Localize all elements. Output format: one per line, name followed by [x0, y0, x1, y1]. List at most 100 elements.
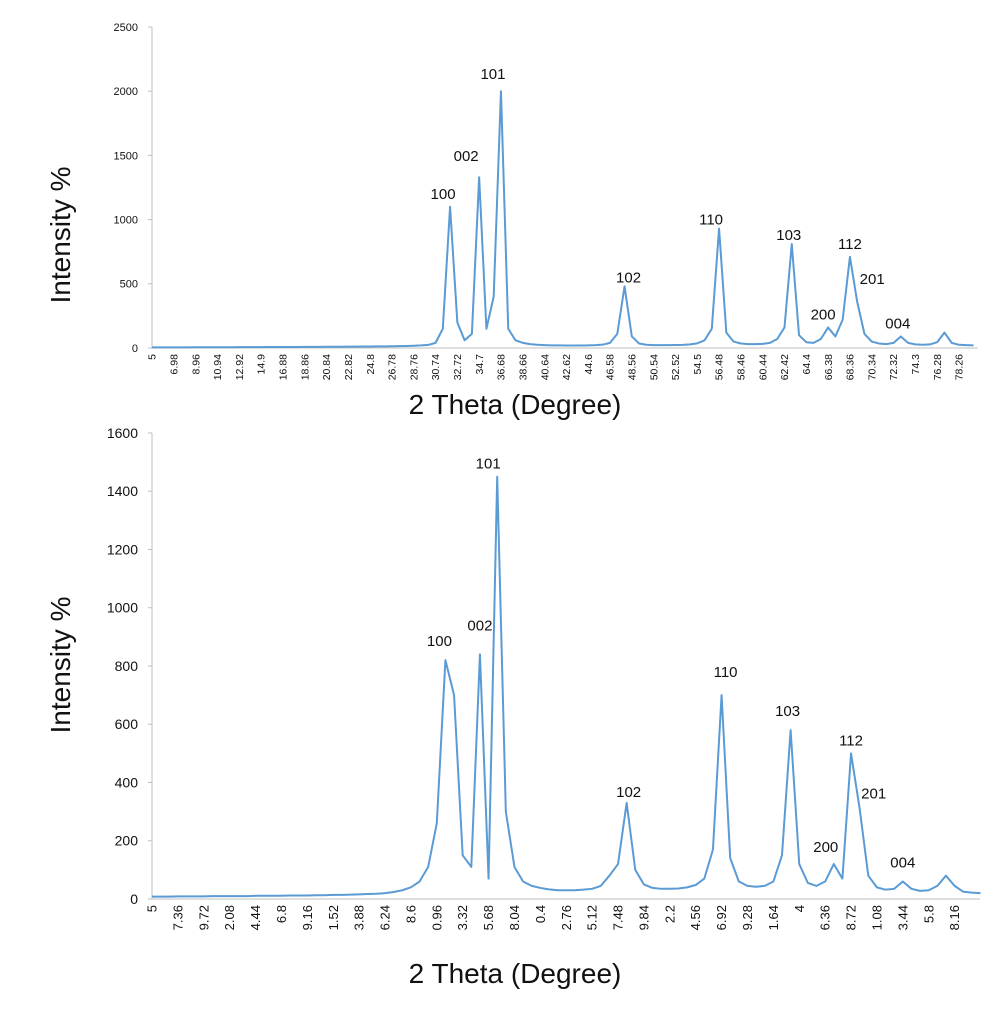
x-tick-label: 6.98	[168, 354, 180, 375]
x-tick-label: 8.16	[947, 905, 962, 930]
x-tick-label: 58.46	[736, 354, 748, 380]
x-axis-title: 2 Theta (Degree)	[409, 389, 622, 420]
x-tick-label: 3.88	[352, 905, 367, 930]
y-tick-label: 1500	[114, 150, 138, 162]
peak-label: 102	[616, 269, 641, 286]
x-tick-label: 2.2	[662, 905, 677, 923]
x-tick-label: 56.48	[714, 354, 726, 380]
x-tick-label: 1.64	[766, 905, 781, 930]
x-tick-label: 10.94	[212, 354, 224, 380]
peak-label: 110	[699, 212, 723, 229]
x-tick-label: 76.28	[932, 354, 944, 380]
x-tick-label: 64.4	[801, 354, 813, 375]
peak-label: 100	[431, 186, 456, 203]
peak-label: 100	[427, 633, 452, 650]
x-tick-label: 5.12	[585, 905, 600, 930]
x-tick-label: 9.16	[300, 905, 315, 930]
x-tick-label: 5.8	[921, 905, 936, 923]
x-tick-label: 44.6	[583, 354, 595, 375]
x-tick-label: 4.44	[248, 905, 263, 930]
x-tick-label: 62.42	[779, 354, 791, 380]
x-tick-label: 16.88	[278, 354, 290, 380]
y-tick-label: 1000	[114, 214, 138, 226]
x-tick-label: 9.84	[636, 905, 651, 930]
data-line	[152, 475, 981, 898]
x-tick-label: 28.76	[408, 354, 420, 380]
x-tick-label: 6.24	[378, 905, 393, 930]
x-tick-label: 14.9	[256, 354, 268, 375]
y-tick-label: 2500	[114, 22, 138, 34]
x-tick-label: 9.28	[740, 905, 755, 930]
x-tick-label: 2.76	[559, 905, 574, 930]
x-tick-label: 54.5	[692, 354, 704, 375]
y-tick-label: 0	[130, 891, 138, 907]
y-tick-label: 1400	[107, 483, 138, 499]
y-axis-title: Intensity %	[45, 597, 76, 734]
x-tick-label: 8.04	[507, 905, 522, 930]
x-tick-label: 36.68	[496, 354, 508, 380]
x-tick-label: 50.54	[648, 354, 660, 380]
x-tick-label: 8.72	[844, 905, 859, 930]
x-tick-label: 1.08	[869, 905, 884, 930]
x-tick-label: 72.32	[888, 354, 900, 380]
y-tick-label: 1000	[107, 600, 138, 616]
x-tick-label: 60.44	[757, 354, 769, 380]
x-tick-label: 12.92	[234, 354, 246, 380]
x-tick-label: 6.8	[274, 905, 289, 923]
y-tick-label: 1200	[107, 541, 138, 557]
peak-label: 101	[476, 456, 501, 473]
y-tick-label: 400	[115, 774, 139, 790]
x-tick-label: 2.08	[222, 905, 237, 930]
x-tick-label: 6.36	[818, 905, 833, 930]
peak-label: 002	[454, 148, 479, 165]
x-tick-label: 1.52	[326, 905, 341, 930]
y-tick-label: 600	[115, 716, 139, 732]
x-tick-label: 5	[145, 905, 160, 912]
peak-label: 002	[467, 617, 492, 634]
peak-label: 200	[811, 306, 836, 323]
x-tick-label: 20.84	[321, 354, 333, 380]
x-tick-label: 40.64	[539, 354, 551, 380]
x-tick-label: 0.4	[533, 905, 548, 923]
x-tick-label: 8.96	[190, 354, 202, 375]
x-tick-label: 6.92	[714, 905, 729, 930]
peak-label: 004	[890, 855, 915, 872]
x-tick-label: 66.38	[823, 354, 835, 380]
x-tick-label: 3.44	[895, 905, 910, 930]
x-tick-label: 68.36	[845, 354, 857, 380]
x-tick-label: 34.7	[474, 354, 486, 375]
peak-label: 200	[813, 839, 838, 856]
x-tick-label: 38.66	[517, 354, 529, 380]
x-tick-label: 7.36	[170, 905, 185, 930]
x-axis-title: 2 Theta (Degree)	[409, 958, 622, 989]
x-tick-label: 4	[792, 905, 807, 912]
x-tick-label: 8.6	[403, 905, 418, 923]
x-tick-label: 18.86	[299, 354, 311, 380]
x-tick-label: 48.56	[626, 354, 638, 380]
x-tick-label: 30.74	[430, 354, 442, 380]
peak-label: 112	[839, 732, 863, 749]
x-tick-label: 78.26	[954, 354, 966, 380]
peak-label: 103	[775, 703, 800, 720]
y-axis-title: Intensity %	[45, 167, 76, 304]
y-tick-label: 2000	[114, 86, 138, 98]
peak-label: 102	[616, 784, 641, 801]
x-tick-label: 24.8	[365, 354, 377, 375]
peak-label: 201	[860, 271, 885, 288]
x-tick-label: 4.56	[688, 905, 703, 930]
peak-label: 101	[480, 66, 505, 83]
peak-label: 112	[838, 236, 862, 253]
peak-label: 201	[861, 786, 886, 803]
x-tick-label: 7.48	[611, 905, 626, 930]
x-tick-label: 0.96	[429, 905, 444, 930]
x-tick-label: 70.34	[866, 354, 878, 380]
peak-label: 103	[776, 227, 801, 244]
x-tick-label: 5	[147, 354, 159, 360]
x-tick-label: 46.58	[605, 354, 617, 380]
x-tick-label: 52.52	[670, 354, 682, 380]
x-tick-label: 5.68	[481, 905, 496, 930]
x-tick-label: 22.82	[343, 354, 355, 380]
y-tick-label: 200	[115, 833, 139, 849]
y-tick-label: 0	[132, 343, 138, 355]
